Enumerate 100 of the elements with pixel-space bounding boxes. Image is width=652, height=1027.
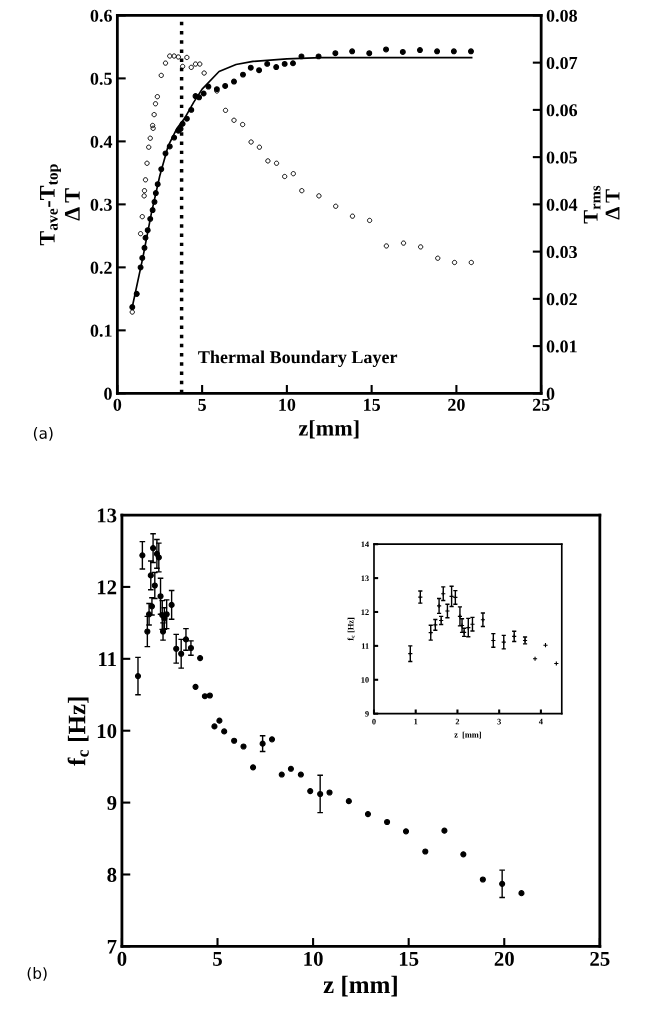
x-axis-title: z[mm] [298,420,359,439]
point [441,827,448,834]
point [256,67,263,74]
point [192,683,199,690]
x-axis-title: z [mm] [454,731,481,739]
y2-axis-title: T$_{rms}$ Δ T [583,185,620,224]
point [129,304,136,311]
y-axis-title: f$_{c}$ [Hz] [67,697,89,766]
point [307,788,314,795]
point [402,828,410,835]
point [231,737,238,744]
point [188,106,195,113]
point [144,628,151,635]
y-axis-title: T$_{ave}$-T$_{top}$ Δ T [40,164,80,246]
text: (b) [27,967,47,981]
point [137,264,144,271]
point [142,234,149,241]
point [216,717,223,724]
point [139,254,146,261]
point [206,692,213,699]
x-tick-label: 10 [304,951,323,966]
point [273,64,280,71]
point [264,60,271,67]
point [147,215,154,222]
y2-tick-label: 0.02 [546,293,577,306]
y2-tick-label: 0.07 [546,56,578,70]
point [460,851,467,858]
y2-tick-label: 0.05 [546,151,577,164]
point [179,120,186,127]
point [315,53,322,60]
annotation: Thermal Boundary Layer [198,350,398,367]
point [168,601,175,608]
y-tick-label: 9 [365,711,369,717]
point [278,771,285,778]
point [422,848,429,855]
point [434,48,441,55]
point [290,60,296,67]
y-tick-label: 10 [361,677,369,683]
text: (a) [33,427,53,441]
y2-tick-label: 0.04 [546,198,578,211]
point [268,736,276,743]
point [141,244,148,251]
point [499,880,506,887]
point [147,572,154,579]
x-tick-label: 25 [590,951,610,966]
point [158,166,165,173]
x-tick-label: 1 [414,718,418,725]
x-tick-label: 3 [497,718,501,725]
point [240,71,246,78]
y-tick-label: 0.6 [90,9,112,22]
y-tick-label: 0.1 [90,324,112,337]
point [297,771,304,778]
x-tick-label: 25 [532,398,550,411]
y-tick-label: 11 [361,643,369,649]
point [332,50,339,57]
x-tick-label: 20 [448,398,465,411]
y-tick-label: 13 [361,575,369,582]
y2-tick-label: 0.08 [546,9,578,22]
point [518,890,525,897]
point [154,181,161,188]
point [259,740,266,747]
point [287,765,294,772]
point [298,53,305,60]
point [196,94,203,101]
y-tick-label: 0 [104,387,112,400]
x-tick-label: 0 [372,718,376,725]
y-tick-label: 11 [99,652,116,667]
y-tick-label: 12 [361,609,369,615]
y-tick-label: 14 [361,541,369,548]
point [166,143,173,150]
x-tick-label: 10 [279,398,296,411]
point [187,644,194,652]
point [150,545,157,552]
x-tick-label: 0 [117,951,127,966]
x-tick-label: 20 [494,951,514,966]
point [326,789,333,796]
y-tick-label: 12 [97,580,117,595]
y-tick-label: 0.2 [90,261,112,274]
point [139,552,146,559]
point [151,582,158,589]
x-tick-label: 4 [538,718,543,725]
point [182,636,190,643]
y-tick-label: 0.3 [90,198,112,211]
y-tick-label: 8 [107,867,117,882]
point [450,48,457,55]
point [183,115,190,122]
point [211,723,218,730]
point [173,645,180,652]
point [221,728,228,735]
y2-tick-label: 0 [546,387,555,400]
y-tick-label: 0.4 [90,135,113,148]
point [383,46,390,53]
x-tick-label: 5 [213,952,222,966]
point [281,60,288,67]
point [250,764,257,771]
point [416,47,423,54]
point [317,790,324,798]
point [364,811,372,818]
point [144,227,151,234]
point [366,50,373,57]
